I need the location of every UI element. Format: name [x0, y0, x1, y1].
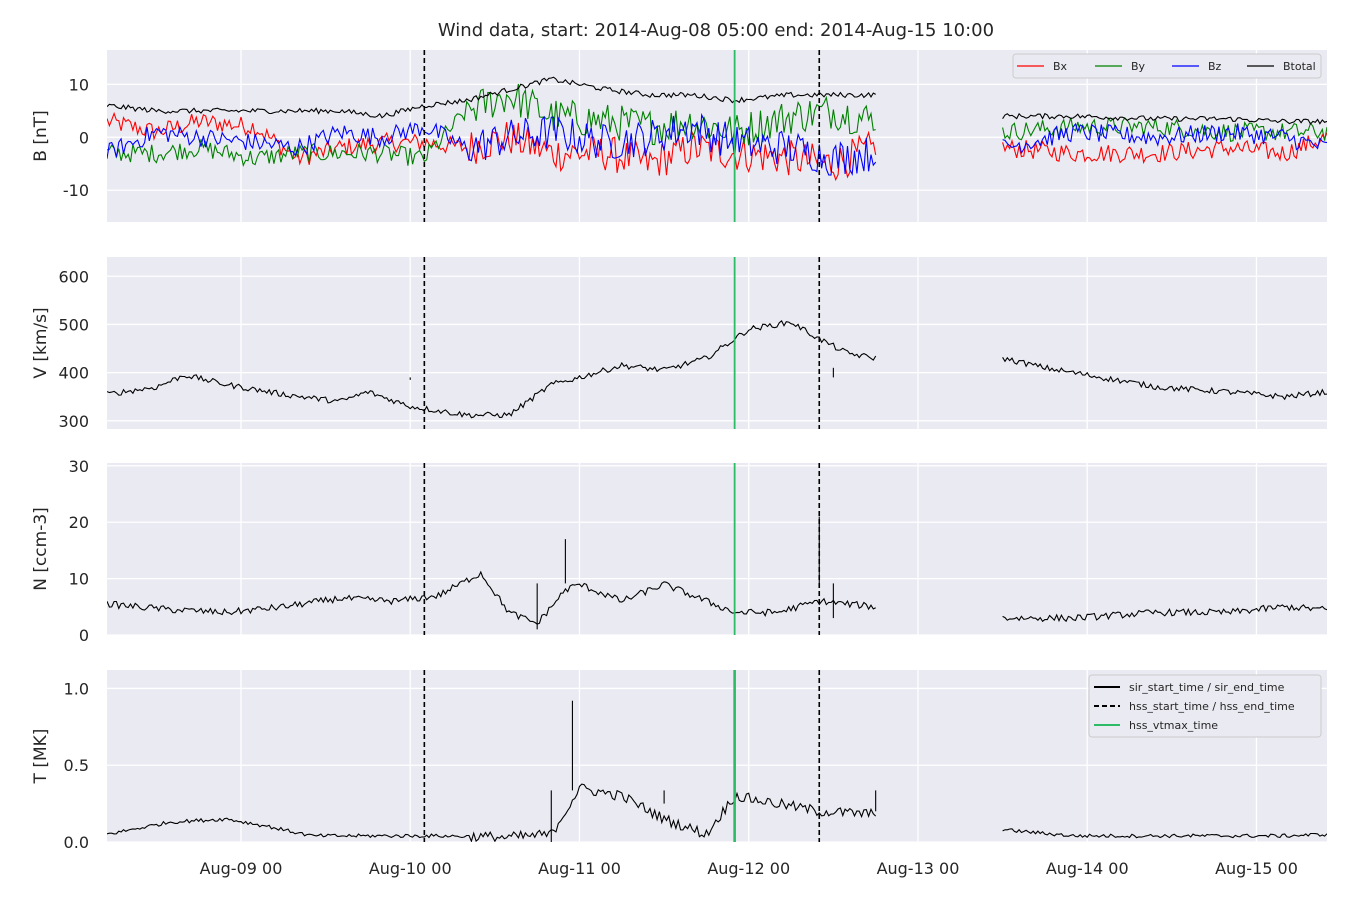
y-tick-label: 500: [58, 315, 89, 334]
x-tick-label: Aug-10 00: [369, 859, 452, 878]
y-tick-label: 10: [69, 570, 89, 589]
y-tick-label: 1.0: [64, 679, 89, 698]
y-tick-label: 0.0: [64, 833, 89, 852]
panel-N: 0 10 20 30 N [ccm-3]: [31, 457, 1327, 645]
series-line-t: [1002, 828, 1327, 839]
series-line-btotal: [107, 76, 876, 119]
y-tick-label: 600: [58, 267, 89, 286]
x-tick-label: Aug-14 00: [1046, 859, 1129, 878]
legend-label: sir_start_time / sir_end_time: [1129, 681, 1285, 694]
plot-area: [107, 76, 1327, 182]
x-tick-label: Aug-12 00: [707, 859, 790, 878]
series-line-v: [1002, 356, 1327, 401]
panel-V: 300 400 500 600 V [km/s]: [31, 257, 1327, 431]
series-line-bz: [1002, 122, 1327, 155]
series-line-bx: [107, 111, 877, 182]
legend-label: hss_vtmax_time: [1129, 719, 1218, 732]
legend-label: Btotal: [1283, 60, 1316, 73]
plot-background: [107, 463, 1327, 635]
y-axis-label: V [km/s]: [31, 307, 51, 378]
y-tick-label: 300: [58, 412, 89, 431]
y-axis-label: B [nT]: [31, 110, 51, 162]
y-axis-label: N [ccm-3]: [31, 507, 51, 591]
y-tick-label: 0.5: [64, 756, 89, 775]
series-line-bx: [1002, 132, 1327, 165]
y-tick-label: 30: [69, 457, 89, 476]
plot-background: [107, 257, 1327, 429]
panel-B: -10 0 10 B [nT] Bx By Bz Btotal: [31, 50, 1327, 222]
x-tick-labels: Aug-09 00 Aug-10 00 Aug-11 00 Aug-12 00 Aug-…: [200, 859, 1298, 878]
y-tick-label: 0: [79, 626, 89, 645]
x-tick-label: Aug-09 00: [200, 859, 283, 878]
series-line-t: [107, 783, 877, 842]
y-tick-label: 400: [58, 364, 89, 383]
y-tick-label: 20: [69, 513, 89, 532]
x-tick-label: Aug-15 00: [1215, 859, 1298, 878]
series-line-n: [1002, 604, 1327, 623]
series-line-by: [107, 83, 876, 167]
x-tick-label: Aug-13 00: [877, 859, 960, 878]
legend-label: Bz: [1208, 60, 1222, 73]
legend-events: sir_start_time / sir_end_time hss_start_t…: [1088, 674, 1322, 738]
legend-b: Bx By Bz Btotal: [1012, 53, 1322, 79]
x-tick-label: Aug-11 00: [538, 859, 621, 878]
legend-label: Bx: [1053, 60, 1068, 73]
series-line-btotal: [1002, 112, 1327, 125]
y-tick-label: 0: [79, 128, 89, 147]
series-line-v: [107, 320, 877, 419]
series-line-bz: [107, 112, 877, 176]
legend-label: By: [1131, 60, 1146, 73]
y-tick-label: -10: [63, 181, 89, 200]
plot-area: [107, 700, 1327, 842]
y-tick-label: 10: [69, 75, 89, 94]
y-axis-label: T [MK]: [31, 729, 51, 785]
figure-title: Wind data, start: 2014-Aug-08 05:00 end:…: [438, 20, 994, 41]
legend-label: hss_start_time / hss_end_time: [1129, 700, 1295, 713]
panel-T: 0.0 0.5 1.0 T [MK] sir_start_time / sir_end_…: [31, 670, 1327, 852]
series-line-n: [107, 570, 876, 625]
